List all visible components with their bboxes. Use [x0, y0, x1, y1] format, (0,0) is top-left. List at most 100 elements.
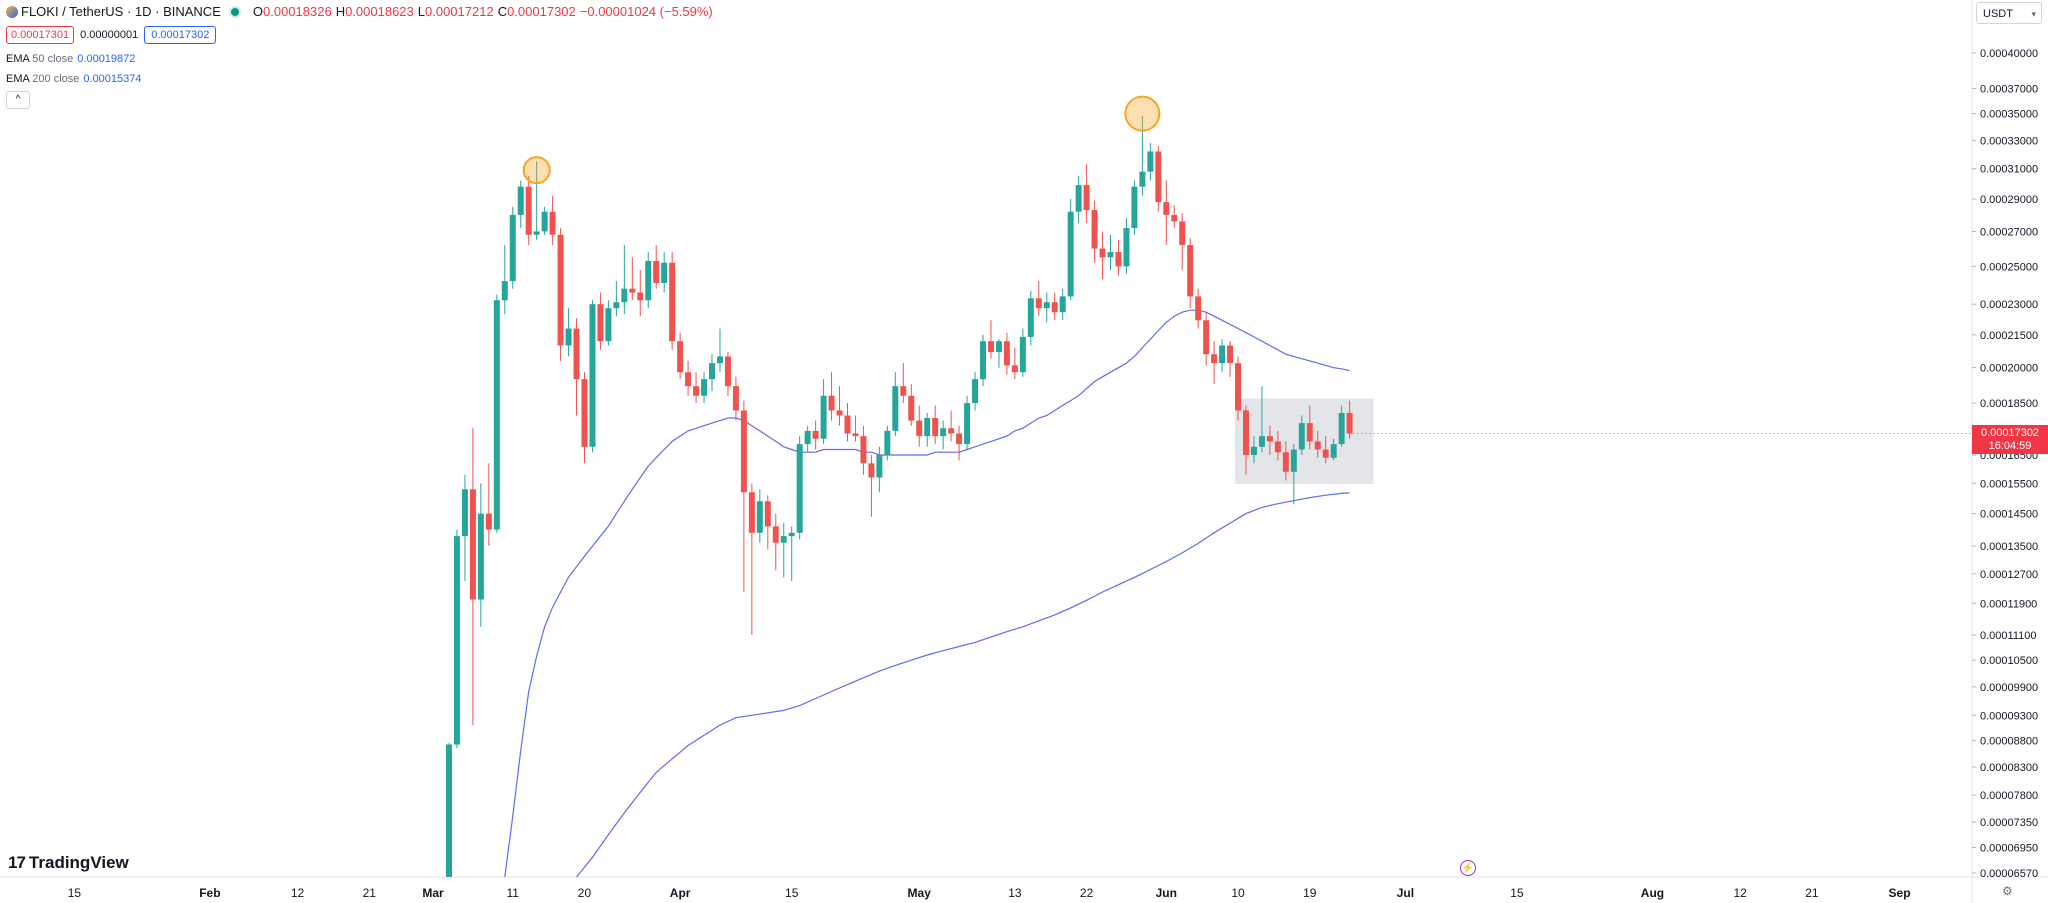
tradingview-logo[interactable]: 17 TradingView — [8, 853, 129, 873]
candle-body — [677, 341, 684, 373]
candle-body — [820, 395, 827, 439]
gear-icon[interactable]: ⚙ — [2002, 884, 2013, 898]
candle-body — [1131, 186, 1138, 229]
candle-body — [533, 231, 540, 235]
time-axis-label: Apr — [670, 886, 691, 900]
high-value: 0.00018623 — [345, 4, 414, 19]
candle-body — [724, 356, 731, 387]
candle-body — [1314, 441, 1321, 450]
tradingview-mark-icon: 17 — [8, 853, 26, 872]
candle-body — [1187, 245, 1194, 297]
ema-50-label: EMA — [6, 53, 30, 65]
candle-body — [764, 501, 771, 527]
candle-body — [1051, 302, 1058, 313]
candle-body — [1346, 412, 1353, 434]
candle-body — [1338, 412, 1345, 445]
open-label: O — [252, 4, 263, 19]
price-axis-label: 0.00015500 — [1980, 478, 2038, 490]
candle-body — [1123, 228, 1130, 267]
candle-body — [653, 260, 660, 284]
candle-body — [501, 281, 508, 301]
candle-body — [573, 328, 580, 380]
ema-50-legend[interactable]: EMA 50 close 0.00019872 — [6, 53, 135, 65]
candle-body — [1179, 221, 1186, 246]
ema-200-label: EMA — [6, 73, 30, 85]
price-axis-label: 0.00009900 — [1980, 682, 2038, 694]
close-value: 0.00017302 — [507, 4, 576, 19]
candle-body — [740, 410, 747, 493]
price-axis-label: 0.00021500 — [1980, 330, 2038, 342]
candle-body — [1235, 363, 1242, 411]
candle-body — [629, 288, 636, 293]
time-axis-label: Mar — [422, 886, 444, 900]
price-axis-label: 0.00013500 — [1980, 541, 2038, 553]
candle-body — [517, 186, 524, 215]
candle-body — [732, 386, 739, 411]
candle-body — [1250, 446, 1257, 455]
price-axis-label: 0.00011100 — [1980, 630, 2036, 642]
time-axis-label: 15 — [785, 886, 799, 900]
price-axis-label: 0.00011900 — [1980, 598, 2037, 610]
candle-body — [884, 430, 891, 455]
ema-50-params: 50 close — [32, 53, 74, 65]
collapse-legend-button[interactable]: ^ — [6, 91, 30, 109]
lightning-icon[interactable]: ⚡ — [1460, 860, 1476, 876]
candle-body — [987, 341, 994, 353]
candle-body — [1211, 354, 1218, 364]
candle-body — [956, 433, 963, 445]
price-axis-label: 0.00018500 — [1980, 398, 2038, 410]
candle-body — [964, 403, 971, 445]
symbol-title[interactable]: FLOKI / TetherUS · 1D · BINANCE — [21, 4, 221, 19]
time-axis-label: Sep — [1889, 886, 1911, 900]
candle-body — [852, 433, 859, 437]
candle-body — [1099, 248, 1106, 258]
candle-body — [948, 428, 955, 434]
time-axis-label: Aug — [1641, 886, 1664, 900]
ema-200-params: 200 close — [32, 73, 80, 85]
candle-body — [645, 260, 652, 301]
candle-body — [772, 526, 779, 543]
peak-marker-circle — [522, 156, 551, 185]
candle-body — [1003, 341, 1010, 366]
ema-200-legend[interactable]: EMA 200 close 0.00015374 — [6, 73, 142, 85]
sell-price-button[interactable]: 0.00017301 — [6, 26, 75, 44]
currency-select[interactable]: USDT ▾ — [1976, 2, 2042, 24]
time-axis-label: 15 — [68, 886, 82, 900]
candle-body — [788, 532, 795, 537]
candle-body — [1115, 252, 1122, 267]
time-axis-label: Feb — [199, 886, 220, 900]
time-axis-label: May — [908, 886, 932, 900]
price-axis-label: 0.00035000 — [1980, 109, 2038, 121]
time-axis-label: 12 — [291, 886, 305, 900]
candle-body — [621, 288, 628, 303]
price-axis-label: 0.00010500 — [1980, 655, 2038, 667]
candle-body — [709, 363, 716, 380]
floki-logo-icon — [6, 6, 18, 18]
time-axis-label: 22 — [1080, 886, 1094, 900]
candle-body — [1059, 296, 1066, 313]
time-axis-label: Jul — [1397, 886, 1414, 900]
high-label: H — [335, 4, 346, 19]
time-axis-label: 12 — [1733, 886, 1747, 900]
time-axis-label: 15 — [1510, 886, 1524, 900]
price-axis-label: 0.00027000 — [1980, 226, 2038, 238]
candle-body — [1035, 298, 1042, 309]
price-axis-label: 0.00009300 — [1980, 710, 2038, 722]
candle-body — [1282, 452, 1289, 472]
ema-200-line — [576, 492, 1350, 877]
candle-body — [932, 418, 939, 437]
candle-body — [605, 308, 612, 342]
price-axis-label: 0.00008800 — [1980, 735, 2038, 747]
buy-price-button[interactable]: 0.00017302 — [144, 26, 217, 44]
price-axis-label: 0.00020000 — [1980, 363, 2038, 375]
low-label: L — [417, 4, 425, 19]
candle-body — [892, 386, 899, 431]
candle-body — [701, 379, 708, 396]
candle-body — [581, 379, 588, 447]
candle-body — [1258, 436, 1265, 447]
candle-body — [453, 536, 460, 745]
candle-body — [485, 513, 492, 530]
change-value: −0.00001024 (−5.59%) — [579, 4, 713, 19]
bid-ask-row: 0.00017301 0.00000001 0.00017302 — [6, 26, 217, 44]
